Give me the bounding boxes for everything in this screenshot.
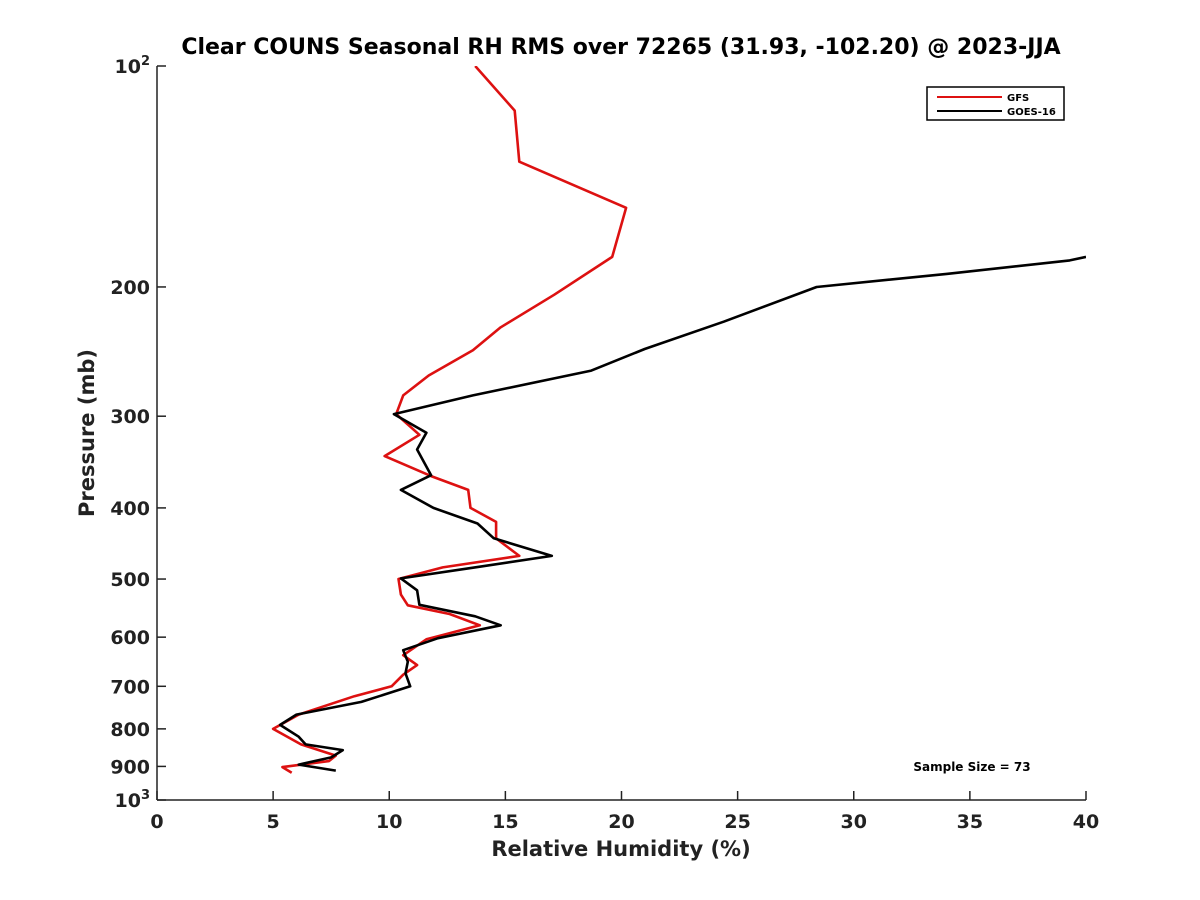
x-tick-label: 15 xyxy=(492,811,518,833)
x-tick-label: 20 xyxy=(608,811,634,833)
legend-label-gfs: GFS xyxy=(1007,93,1029,104)
y-tick-label: 900 xyxy=(110,756,150,778)
x-tick-label: 35 xyxy=(957,811,983,833)
legend-label-goes16: GOES-16 xyxy=(1007,107,1056,118)
series-layer xyxy=(271,66,1086,774)
x-tick-label: 5 xyxy=(267,811,280,833)
series-line-gfs xyxy=(271,66,628,774)
y-tick-label: 400 xyxy=(110,498,150,520)
y-tick-label: 103 xyxy=(115,788,151,812)
y-ticks: 102 200 300 400 500 600 700 800 900 103 xyxy=(110,54,166,812)
chart-title: Clear COUNS Seasonal RH RMS over 72265 (… xyxy=(181,35,1060,60)
y-axis-label: Pressure (mb) xyxy=(75,349,99,517)
sample-size-annotation: Sample Size = 73 xyxy=(913,760,1030,774)
x-axis-label: Relative Humidity (%) xyxy=(491,837,750,861)
x-tick-label: 25 xyxy=(724,811,750,833)
legend-box xyxy=(926,86,1065,121)
x-tick-label: 0 xyxy=(150,811,163,833)
y-tick-label: 500 xyxy=(110,569,150,591)
y-tick-label: 300 xyxy=(110,406,150,428)
series-line-goes16 xyxy=(278,255,1086,772)
y-tick-label: 102 xyxy=(115,54,151,78)
y-tick-label: 200 xyxy=(110,277,150,299)
y-tick-label: 700 xyxy=(110,676,150,698)
y-tick-label: 600 xyxy=(110,627,150,649)
legend: GFS GOES-16 xyxy=(926,86,1065,121)
x-tick-label: 30 xyxy=(841,811,867,833)
x-ticks: 0 5 10 15 20 25 30 35 40 xyxy=(150,791,1099,833)
y-tick-label: 800 xyxy=(110,719,150,741)
x-tick-label: 10 xyxy=(376,811,402,833)
x-tick-label: 40 xyxy=(1073,811,1099,833)
